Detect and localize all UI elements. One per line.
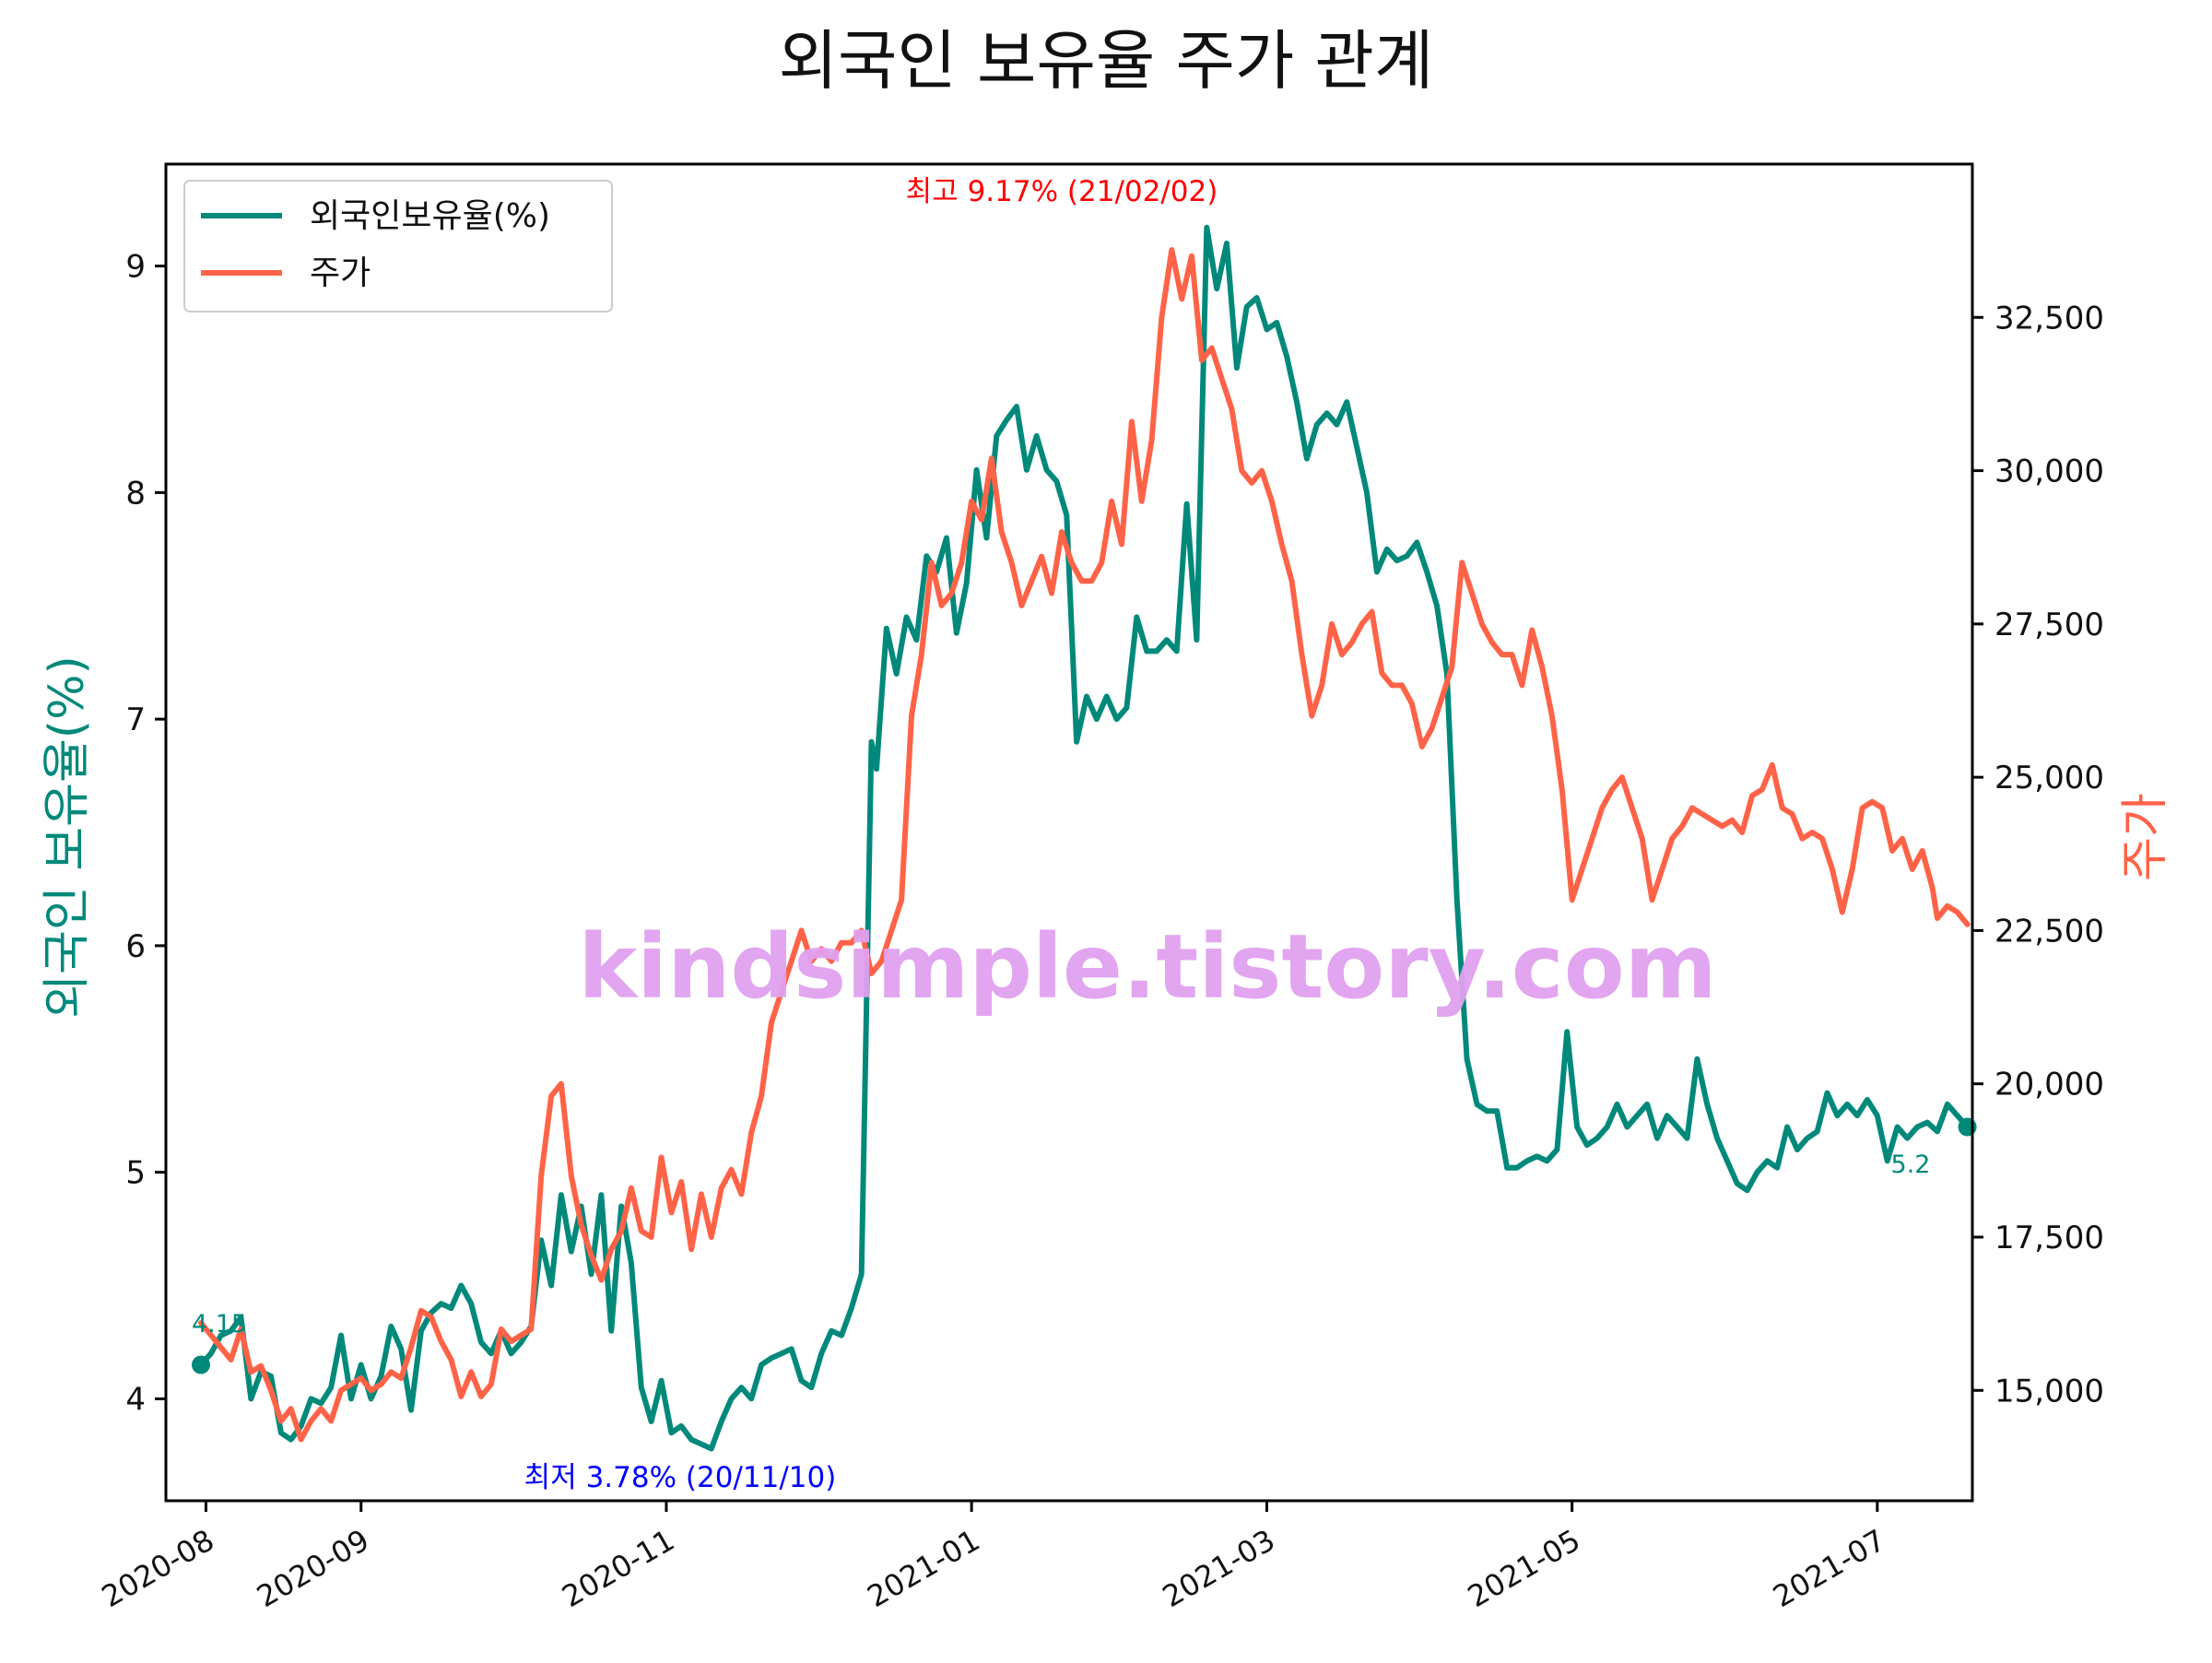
- y-left-tick-label: 7: [125, 702, 146, 738]
- y-left-tick-label: 8: [125, 475, 146, 512]
- y-left-tick-label: 6: [125, 928, 146, 965]
- x-tick-label: 2021-07: [1767, 1522, 1891, 1614]
- series-line-price: [198, 247, 1971, 1443]
- x-tick-label: 2020-08: [96, 1522, 220, 1614]
- end-marker: [1958, 1117, 1977, 1137]
- y-right-tick-label: 17,500: [1994, 1220, 2104, 1256]
- x-tick-label: 2021-01: [862, 1522, 986, 1614]
- y-right-tick-label: 30,000: [1994, 454, 2104, 490]
- watermark: kindsimple.tistory.com: [578, 915, 1716, 1019]
- y-right-tick-label: 22,500: [1994, 913, 2104, 949]
- x-tick-label: 2021-05: [1462, 1522, 1586, 1614]
- min-annotation: 최저 3.78% (20/11/10): [524, 1461, 837, 1494]
- x-tick-label: 2020-09: [251, 1522, 375, 1614]
- y-right-tick-label: 15,000: [1994, 1373, 2104, 1409]
- y-left-tick-label: 5: [125, 1155, 146, 1192]
- legend-box: [183, 180, 613, 313]
- x-tick-label: 2021-03: [1157, 1522, 1281, 1614]
- y-right-tick-label: 20,000: [1994, 1067, 2104, 1103]
- y-right-tick-label: 32,500: [1994, 300, 2104, 336]
- y-left-tick-label: 4: [125, 1381, 146, 1418]
- legend-label-price: 주가: [310, 254, 371, 292]
- plot-area: 2020-08 2020-09 2020-11 2021-01 2021-03 2021-…: [96, 162, 2104, 1614]
- chart-title: 외국인 보유율 주가 관계: [779, 23, 1434, 99]
- max-annotation: 최고 9.17% (21/02/02): [906, 175, 1218, 208]
- series-line-ownership: [198, 224, 1971, 1452]
- end-annotation: 5.2: [1891, 1150, 1931, 1179]
- plot-frame: [164, 162, 1974, 1503]
- y-right-tick-label: 27,500: [1994, 607, 2104, 643]
- y-left-label: 외국인 보유율(%): [40, 655, 95, 1019]
- x-tick-label: 2020-11: [556, 1522, 680, 1614]
- legend: 외국인보유율(%) 주가: [183, 180, 613, 313]
- y-right-tick-label: 25,000: [1994, 760, 2104, 796]
- legend-label-ownership: 외국인보유율(%): [310, 197, 550, 235]
- y-right-label: 주가: [2118, 793, 2173, 881]
- start-marker: [192, 1355, 211, 1374]
- start-annotation: 4.15: [192, 1310, 247, 1339]
- y-left-tick-label: 9: [125, 249, 146, 286]
